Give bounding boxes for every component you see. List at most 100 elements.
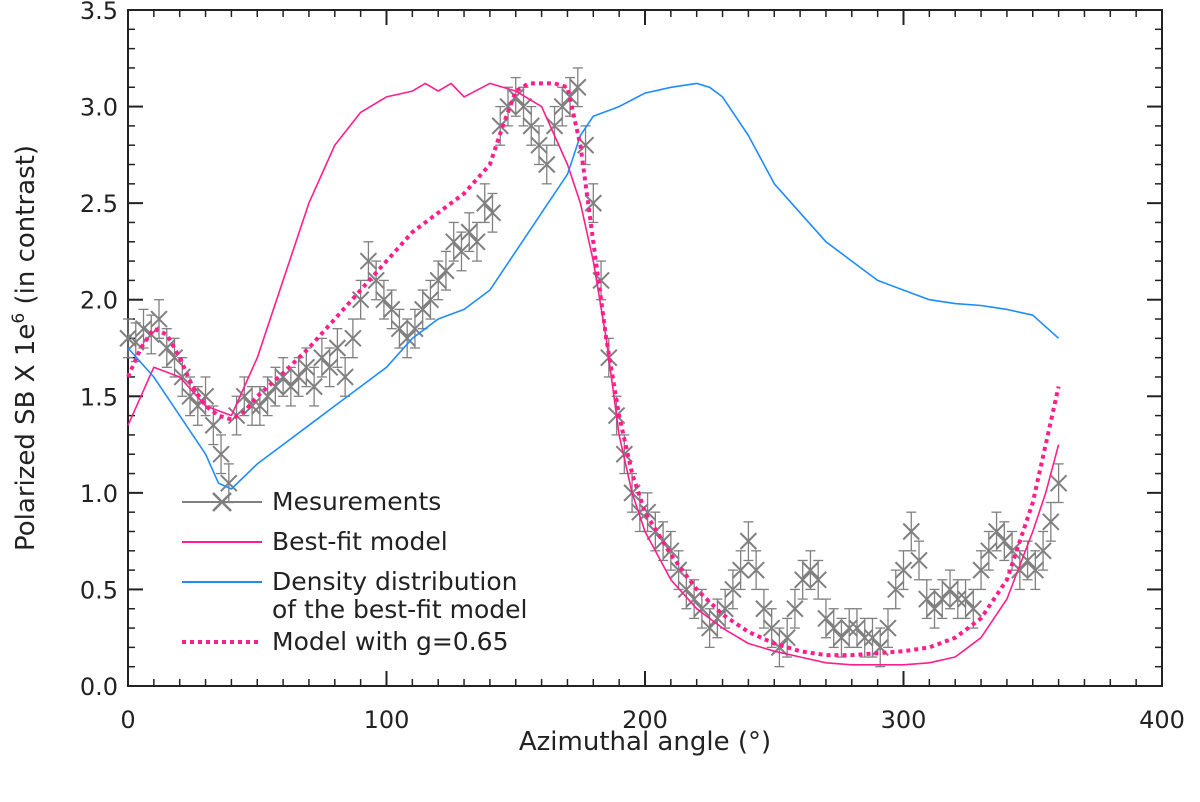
density-distribution-of-the-best-fit-model-line — [127, 82, 1060, 490]
data-point — [189, 385, 207, 426]
data-point — [499, 86, 517, 127]
x-marker — [266, 377, 285, 396]
x-marker — [708, 609, 727, 628]
x-marker — [282, 377, 300, 396]
x-tick-labels: 0 100 200 300 400 — [120, 706, 1185, 734]
data-point — [1049, 463, 1068, 504]
data-point — [235, 376, 254, 417]
data-point — [258, 376, 277, 417]
data-point — [840, 608, 858, 649]
data-point — [305, 366, 323, 407]
legend-marker — [212, 492, 232, 512]
x-marker — [739, 532, 758, 550]
data-point — [708, 598, 727, 639]
x-marker — [786, 600, 804, 618]
x-marker — [351, 291, 370, 309]
y-tick-label: 0.5 — [80, 576, 118, 604]
x-marker — [375, 291, 393, 309]
data-point — [817, 598, 835, 639]
x-marker — [902, 522, 920, 541]
x-marker — [134, 319, 153, 338]
data-point — [856, 617, 874, 658]
x-marker — [336, 368, 354, 386]
x-marker — [832, 629, 851, 647]
legend-item-best-fit-model: Best-fit model — [182, 527, 448, 556]
x-marker — [731, 561, 750, 579]
x-marker — [801, 561, 820, 579]
data-point — [925, 588, 944, 629]
data-point — [437, 250, 455, 291]
data-point — [793, 559, 812, 600]
x-marker — [406, 319, 424, 338]
legend-label: Density distribution of the best-fit mode… — [272, 567, 527, 624]
data-point — [987, 511, 1006, 552]
data-point — [848, 608, 866, 649]
x-marker — [437, 262, 455, 280]
x-marker — [320, 358, 339, 377]
x-marker — [445, 233, 463, 251]
y-tick-label: 1.0 — [80, 480, 118, 508]
data-point — [685, 579, 703, 620]
x-tick-label: 0 — [120, 706, 135, 734]
x-marker — [669, 561, 688, 579]
x-marker — [980, 542, 998, 560]
data-point — [266, 366, 285, 407]
data-point — [158, 328, 176, 368]
x-marker — [933, 590, 951, 608]
data-point — [700, 608, 719, 649]
x-marker — [995, 532, 1014, 550]
legend-label: Model with g=0.65 — [272, 627, 508, 656]
data-point — [739, 521, 758, 562]
data-point — [150, 299, 168, 339]
x-marker — [328, 339, 347, 357]
x-marker — [747, 561, 765, 579]
data-point — [313, 337, 331, 378]
x-marker — [856, 629, 874, 647]
x-marker — [918, 590, 936, 608]
data-point — [243, 385, 261, 426]
x-marker — [941, 580, 959, 599]
data-point — [445, 221, 463, 262]
data-point — [375, 279, 393, 320]
x-marker — [778, 629, 796, 647]
x-marker — [879, 619, 897, 637]
x-marker — [538, 155, 556, 174]
x-marker — [173, 368, 191, 386]
data-point — [336, 357, 354, 397]
data-point — [584, 183, 603, 224]
x-marker — [716, 600, 734, 618]
x-marker — [545, 117, 564, 135]
y-tick-label: 1.5 — [80, 383, 118, 411]
legend-item-model-with-g-0-65: Model with g=0.65 — [182, 627, 508, 656]
data-point — [530, 125, 548, 166]
x-marker — [522, 117, 540, 135]
data-point — [1026, 550, 1045, 591]
x-marker — [793, 571, 812, 589]
x-marker — [1034, 542, 1052, 560]
data-point — [747, 550, 765, 591]
data-point — [879, 608, 897, 649]
x-marker — [1011, 561, 1029, 579]
data-point — [902, 511, 920, 552]
legend-label: Best-fit model — [272, 527, 448, 556]
x-marker — [158, 339, 176, 357]
x-marker — [662, 542, 680, 560]
x-marker — [693, 600, 711, 618]
data-point — [538, 144, 556, 185]
data-point — [956, 579, 975, 620]
legend-item-density-distribution-of-the-best-fit-model: Density distribution of the best-fit mode… — [182, 567, 527, 624]
x-marker — [196, 387, 215, 405]
x-marker — [220, 474, 238, 492]
x-tick-label: 300 — [881, 706, 927, 734]
x-marker — [398, 329, 416, 348]
x-marker — [615, 445, 634, 463]
data-point — [863, 617, 882, 658]
x-marker — [755, 600, 773, 618]
x-axis-label: Azimuthal angle (°) — [519, 727, 771, 757]
x-marker — [553, 97, 571, 116]
x-marker — [235, 387, 254, 405]
best-fit-model-line — [127, 82, 1060, 666]
x-tick-label: 200 — [622, 706, 668, 734]
data-point — [398, 318, 416, 359]
